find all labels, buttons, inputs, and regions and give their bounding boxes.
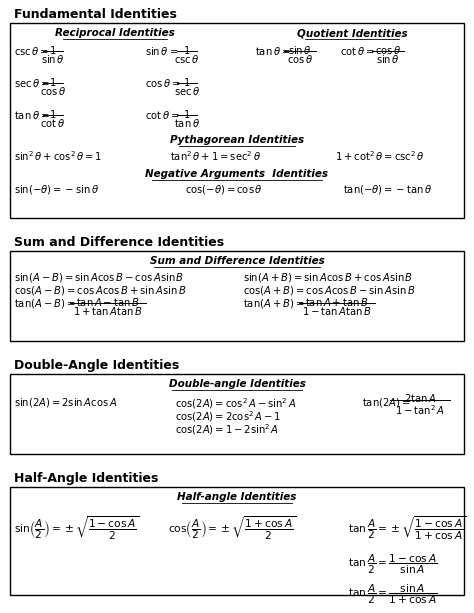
Text: $\cos(2A) = \cos^2 A - \sin^2 A$: $\cos(2A) = \cos^2 A - \sin^2 A$ [175, 396, 297, 411]
Text: $\tan\theta$: $\tan\theta$ [174, 117, 200, 129]
Text: $\cot\theta$: $\cot\theta$ [40, 117, 65, 129]
Text: $1 + \cot^2\theta = \csc^2\theta$: $1 + \cot^2\theta = \csc^2\theta$ [335, 149, 425, 163]
Bar [10, 251, 464, 341]
Text: $\tan\dfrac{A}{2} = \dfrac{\sin A}{1+\cos A}$: $\tan\dfrac{A}{2} = \dfrac{\sin A}{1+\co… [348, 583, 438, 606]
Text: Quotient Identities: Quotient Identities [297, 28, 407, 38]
Text: $\sin\theta =$: $\sin\theta =$ [145, 45, 178, 57]
Text: Sum and Difference Identities: Sum and Difference Identities [150, 256, 324, 266]
Text: $\tan(2A) =$: $\tan(2A) =$ [362, 396, 410, 409]
Text: $\cos\theta$: $\cos\theta$ [287, 53, 313, 65]
Text: $\cos(2A) = 1 - 2\sin^2 A$: $\cos(2A) = 1 - 2\sin^2 A$ [175, 422, 279, 437]
Text: $\tan\theta =$: $\tan\theta =$ [255, 45, 291, 57]
Text: $\sec\theta$: $\sec\theta$ [174, 85, 200, 97]
Text: $1$: $1$ [49, 76, 57, 88]
Text: $\sin\theta$: $\sin\theta$ [288, 44, 312, 56]
Text: $\cos\!\left(\dfrac{A}{2}\right) = \pm\sqrt{\dfrac{1+\cos A}{2}}$: $\cos\!\left(\dfrac{A}{2}\right) = \pm\s… [168, 515, 296, 543]
Text: $\tan(A + B) =$: $\tan(A + B) =$ [243, 297, 304, 310]
Text: $\sin\theta$: $\sin\theta$ [41, 53, 65, 65]
Text: $\tan\dfrac{A}{2} = \pm\sqrt{\dfrac{1-\cos A}{1+\cos A}}$: $\tan\dfrac{A}{2} = \pm\sqrt{\dfrac{1-\c… [348, 515, 466, 543]
Text: Negative Arguments  Identities: Negative Arguments Identities [146, 169, 328, 179]
Text: $\cos(A + B) = \cos A\cos B - \sin A\sin B$: $\cos(A + B) = \cos A\cos B - \sin A\sin… [243, 284, 416, 297]
Text: $1$: $1$ [183, 76, 191, 88]
Text: Sum and Difference Identities: Sum and Difference Identities [14, 236, 224, 249]
Text: $1 - \tan A\tan B$: $1 - \tan A\tan B$ [302, 305, 372, 317]
Text: $\tan\dfrac{A}{2} = \dfrac{1-\cos A}{\sin A}$: $\tan\dfrac{A}{2} = \dfrac{1-\cos A}{\si… [348, 553, 438, 576]
Text: $\cos\theta$: $\cos\theta$ [40, 85, 66, 97]
Text: $\sin(-\theta) = -\sin\theta$: $\sin(-\theta) = -\sin\theta$ [14, 183, 99, 196]
Text: $\sin(A - B) = \sin A\cos B - \cos A\sin B$: $\sin(A - B) = \sin A\cos B - \cos A\sin… [14, 271, 184, 284]
Text: $\cos(2A) = 2\cos^2 A - 1$: $\cos(2A) = 2\cos^2 A - 1$ [175, 409, 282, 424]
Text: $\cot\theta =$: $\cot\theta =$ [340, 45, 374, 57]
Text: $\tan(-\theta) = -\tan\theta$: $\tan(-\theta) = -\tan\theta$ [343, 183, 432, 196]
Text: $\sin\theta$: $\sin\theta$ [376, 53, 400, 65]
Text: Half-Angle Identities: Half-Angle Identities [14, 472, 158, 485]
Text: $\cot\theta =$: $\cot\theta =$ [145, 109, 180, 121]
Bar [10, 374, 464, 454]
Text: $\sin(A + B) = \sin A\cos B + \cos A\sin B$: $\sin(A + B) = \sin A\cos B + \cos A\sin… [243, 271, 413, 284]
Text: $\sin\!\left(\dfrac{A}{2}\right) = \pm\sqrt{\dfrac{1-\cos A}{2}}$: $\sin\!\left(\dfrac{A}{2}\right) = \pm\s… [14, 515, 139, 543]
Text: Double-Angle Identities: Double-Angle Identities [14, 359, 179, 372]
Text: $\cos(-\theta) = \cos\theta$: $\cos(-\theta) = \cos\theta$ [185, 183, 263, 196]
Text: $\csc\theta =$: $\csc\theta =$ [14, 45, 49, 57]
Text: $1$: $1$ [183, 44, 191, 56]
Text: $\cos\theta$: $\cos\theta$ [375, 44, 401, 56]
Text: $\sin^2\theta + \cos^2\theta = 1$: $\sin^2\theta + \cos^2\theta = 1$ [14, 149, 102, 163]
Text: $\tan A + \tan B$: $\tan A + \tan B$ [305, 296, 369, 308]
Text: $\tan\theta =$: $\tan\theta =$ [14, 109, 49, 121]
Text: $\tan^2\theta + 1 = \sec^2\theta$: $\tan^2\theta + 1 = \sec^2\theta$ [170, 149, 261, 163]
Text: $\cos(A - B) = \cos A\cos B + \sin A\sin B$: $\cos(A - B) = \cos A\cos B + \sin A\sin… [14, 284, 187, 297]
Text: Half-angle Identities: Half-angle Identities [177, 492, 297, 502]
Text: Reciprocal Identities: Reciprocal Identities [55, 28, 175, 38]
Text: $\csc\theta$: $\csc\theta$ [174, 53, 200, 65]
Text: $1 - \tan^2 A$: $1 - \tan^2 A$ [395, 403, 445, 417]
Text: $\tan(A - B) =$: $\tan(A - B) =$ [14, 297, 75, 310]
Text: $1$: $1$ [49, 108, 57, 120]
Text: $2\tan A$: $2\tan A$ [404, 392, 436, 404]
Text: $1$: $1$ [183, 108, 191, 120]
Text: Double-angle Identities: Double-angle Identities [169, 379, 305, 389]
Text: $1 + \tan A\tan B$: $1 + \tan A\tan B$ [73, 305, 143, 317]
Text: Fundamental Identities: Fundamental Identities [14, 8, 177, 21]
Text: $\tan A - \tan B$: $\tan A - \tan B$ [76, 296, 140, 308]
Text: $\cos\theta =$: $\cos\theta =$ [145, 77, 181, 89]
Text: $\sec\theta =$: $\sec\theta =$ [14, 77, 50, 89]
Bar [10, 487, 464, 595]
Text: $\sin(2A) = 2\sin A\cos A$: $\sin(2A) = 2\sin A\cos A$ [14, 396, 118, 409]
Text: Pythagorean Identities: Pythagorean Identities [170, 135, 304, 145]
Bar [10, 23, 464, 218]
Text: $1$: $1$ [49, 44, 57, 56]
